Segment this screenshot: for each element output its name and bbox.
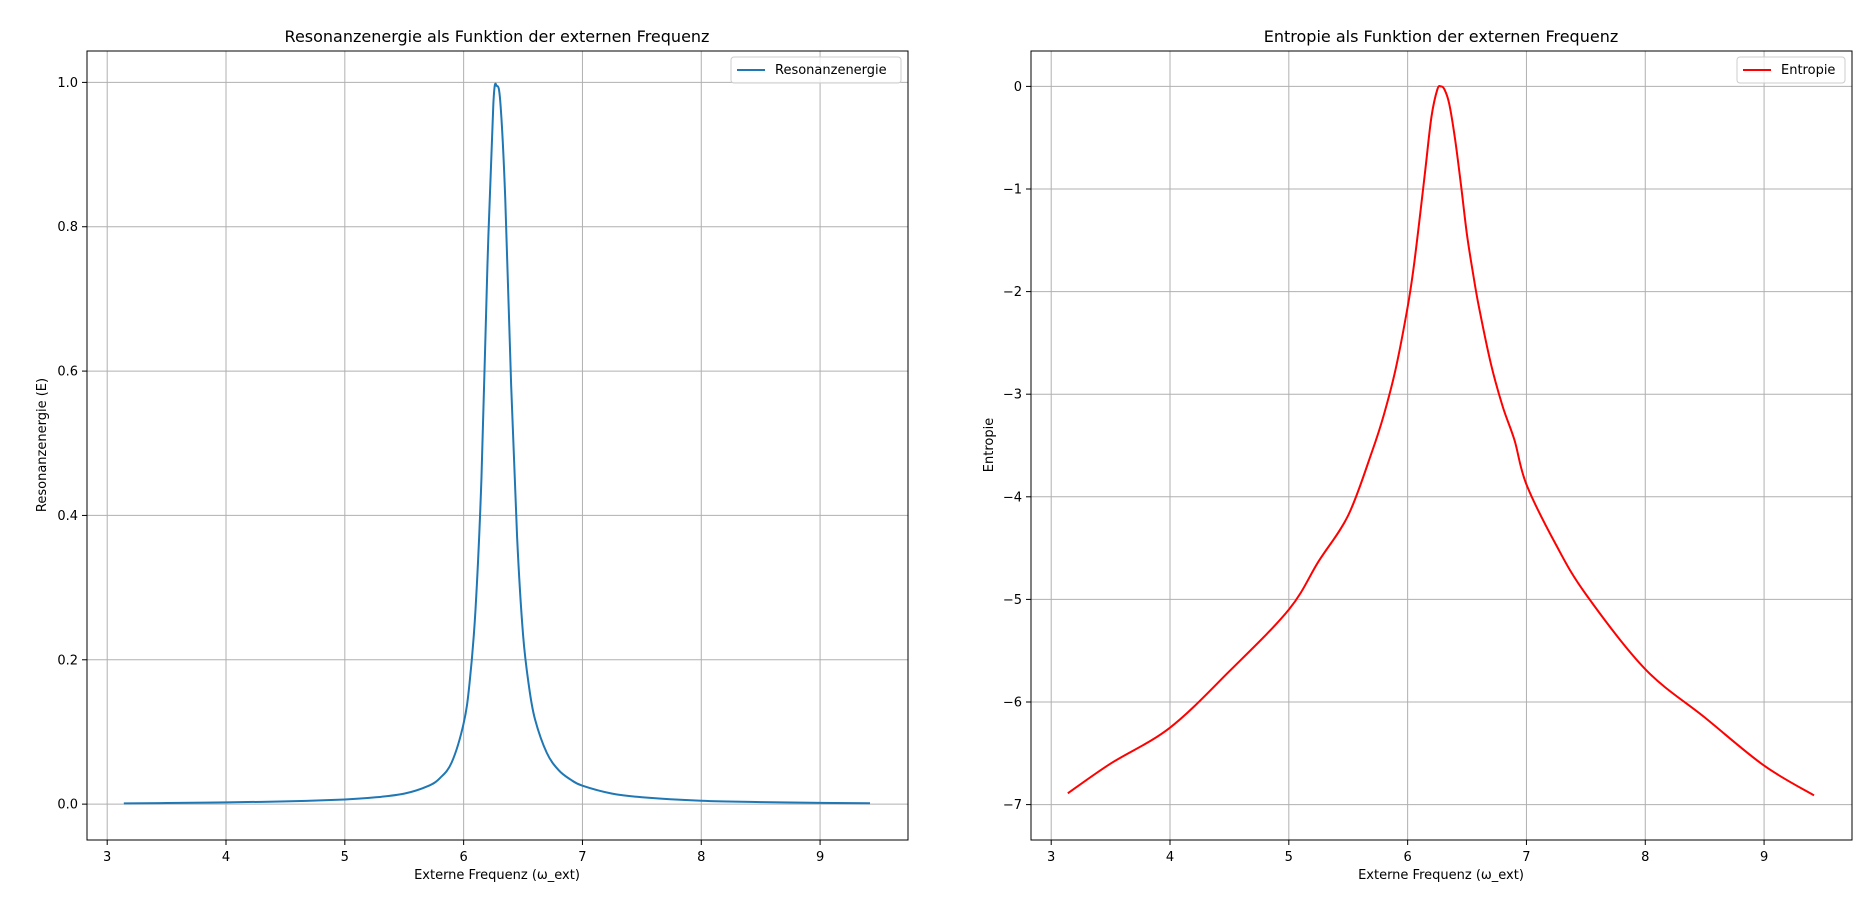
y-axis-ticks: 0 −1 −2 −3 −4 −5 −6 −7 (1003, 80, 1031, 813)
series (123, 82, 870, 805)
plot-frame (1030, 50, 1853, 841)
y-tick-label: 0.6 (57, 365, 78, 380)
legend: Entropie (1736, 56, 1846, 84)
legend-label-entropie: Entropie (1781, 63, 1835, 78)
series-line-resonanzenergie (123, 82, 870, 805)
x-tick-label: 5 (1285, 850, 1293, 865)
x-tick-label: 3 (1047, 850, 1055, 865)
y-tick-label: −2 (1003, 285, 1022, 300)
y-tick-label: −1 (1003, 182, 1022, 197)
y-tick-label: −6 (1003, 696, 1022, 711)
x-tick-label: 5 (341, 850, 349, 865)
y-axis-ticks: 0.0 0.2 0.4 0.6 0.8 1.0 (57, 76, 87, 813)
plot-frame (86, 50, 909, 841)
y-tick-label: −5 (1003, 593, 1022, 608)
x-tick-label: 3 (103, 850, 111, 865)
legend: Resonanzenergie (730, 56, 902, 84)
resonance-energy-chart: 3 4 5 6 7 8 9 0.0 0.2 0.4 0.6 0.8 1.0 Resonanzenerg… (35, 27, 909, 883)
x-tick-label: 9 (816, 850, 824, 865)
y-tick-label: −4 (1003, 490, 1022, 505)
entropy-chart: 3 4 5 6 7 8 9 0 −1 −2 −3 −4 −5 −6 −7 Entropie als Fun… (982, 27, 1853, 883)
y-tick-label: −3 (1003, 388, 1022, 403)
series (1067, 85, 1815, 797)
y-tick-label: 1.0 (57, 76, 78, 91)
y-axis-label: Entropie (982, 418, 997, 472)
y-tick-label: 0.4 (57, 509, 78, 524)
x-axis-ticks: 3 4 5 6 7 8 9 (1047, 840, 1768, 865)
grid (87, 51, 908, 840)
chart-title: Entropie als Funktion der externen Frequ… (1264, 27, 1618, 46)
x-tick-label: 4 (1166, 850, 1174, 865)
x-tick-label: 7 (1522, 850, 1530, 865)
x-tick-label: 9 (1760, 850, 1768, 865)
x-axis-label: Externe Frequenz (ω_ext) (414, 868, 580, 883)
series-line-entropie (1067, 85, 1815, 797)
chart-title: Resonanzenergie als Funktion der externe… (285, 27, 710, 46)
legend-box (1736, 56, 1846, 84)
x-tick-label: 8 (697, 850, 705, 865)
y-tick-label: −7 (1003, 798, 1022, 813)
x-tick-label: 7 (578, 850, 586, 865)
x-tick-label: 8 (1641, 850, 1649, 865)
x-tick-label: 4 (222, 850, 230, 865)
grid (1031, 51, 1852, 840)
y-axis-label: Resonanzenergie (E) (35, 378, 50, 512)
x-axis-label: Externe Frequenz (ω_ext) (1358, 868, 1524, 883)
y-tick-label: 0.2 (57, 653, 78, 668)
y-tick-label: 0 (1014, 80, 1022, 95)
legend-box (730, 56, 902, 84)
x-tick-label: 6 (1403, 850, 1411, 865)
legend-label-resonanzenergie: Resonanzenergie (775, 63, 887, 78)
x-tick-label: 6 (459, 850, 467, 865)
y-tick-label: 0.0 (57, 798, 78, 813)
x-axis-ticks: 3 4 5 6 7 8 9 (103, 840, 824, 865)
y-tick-label: 0.8 (57, 220, 78, 235)
